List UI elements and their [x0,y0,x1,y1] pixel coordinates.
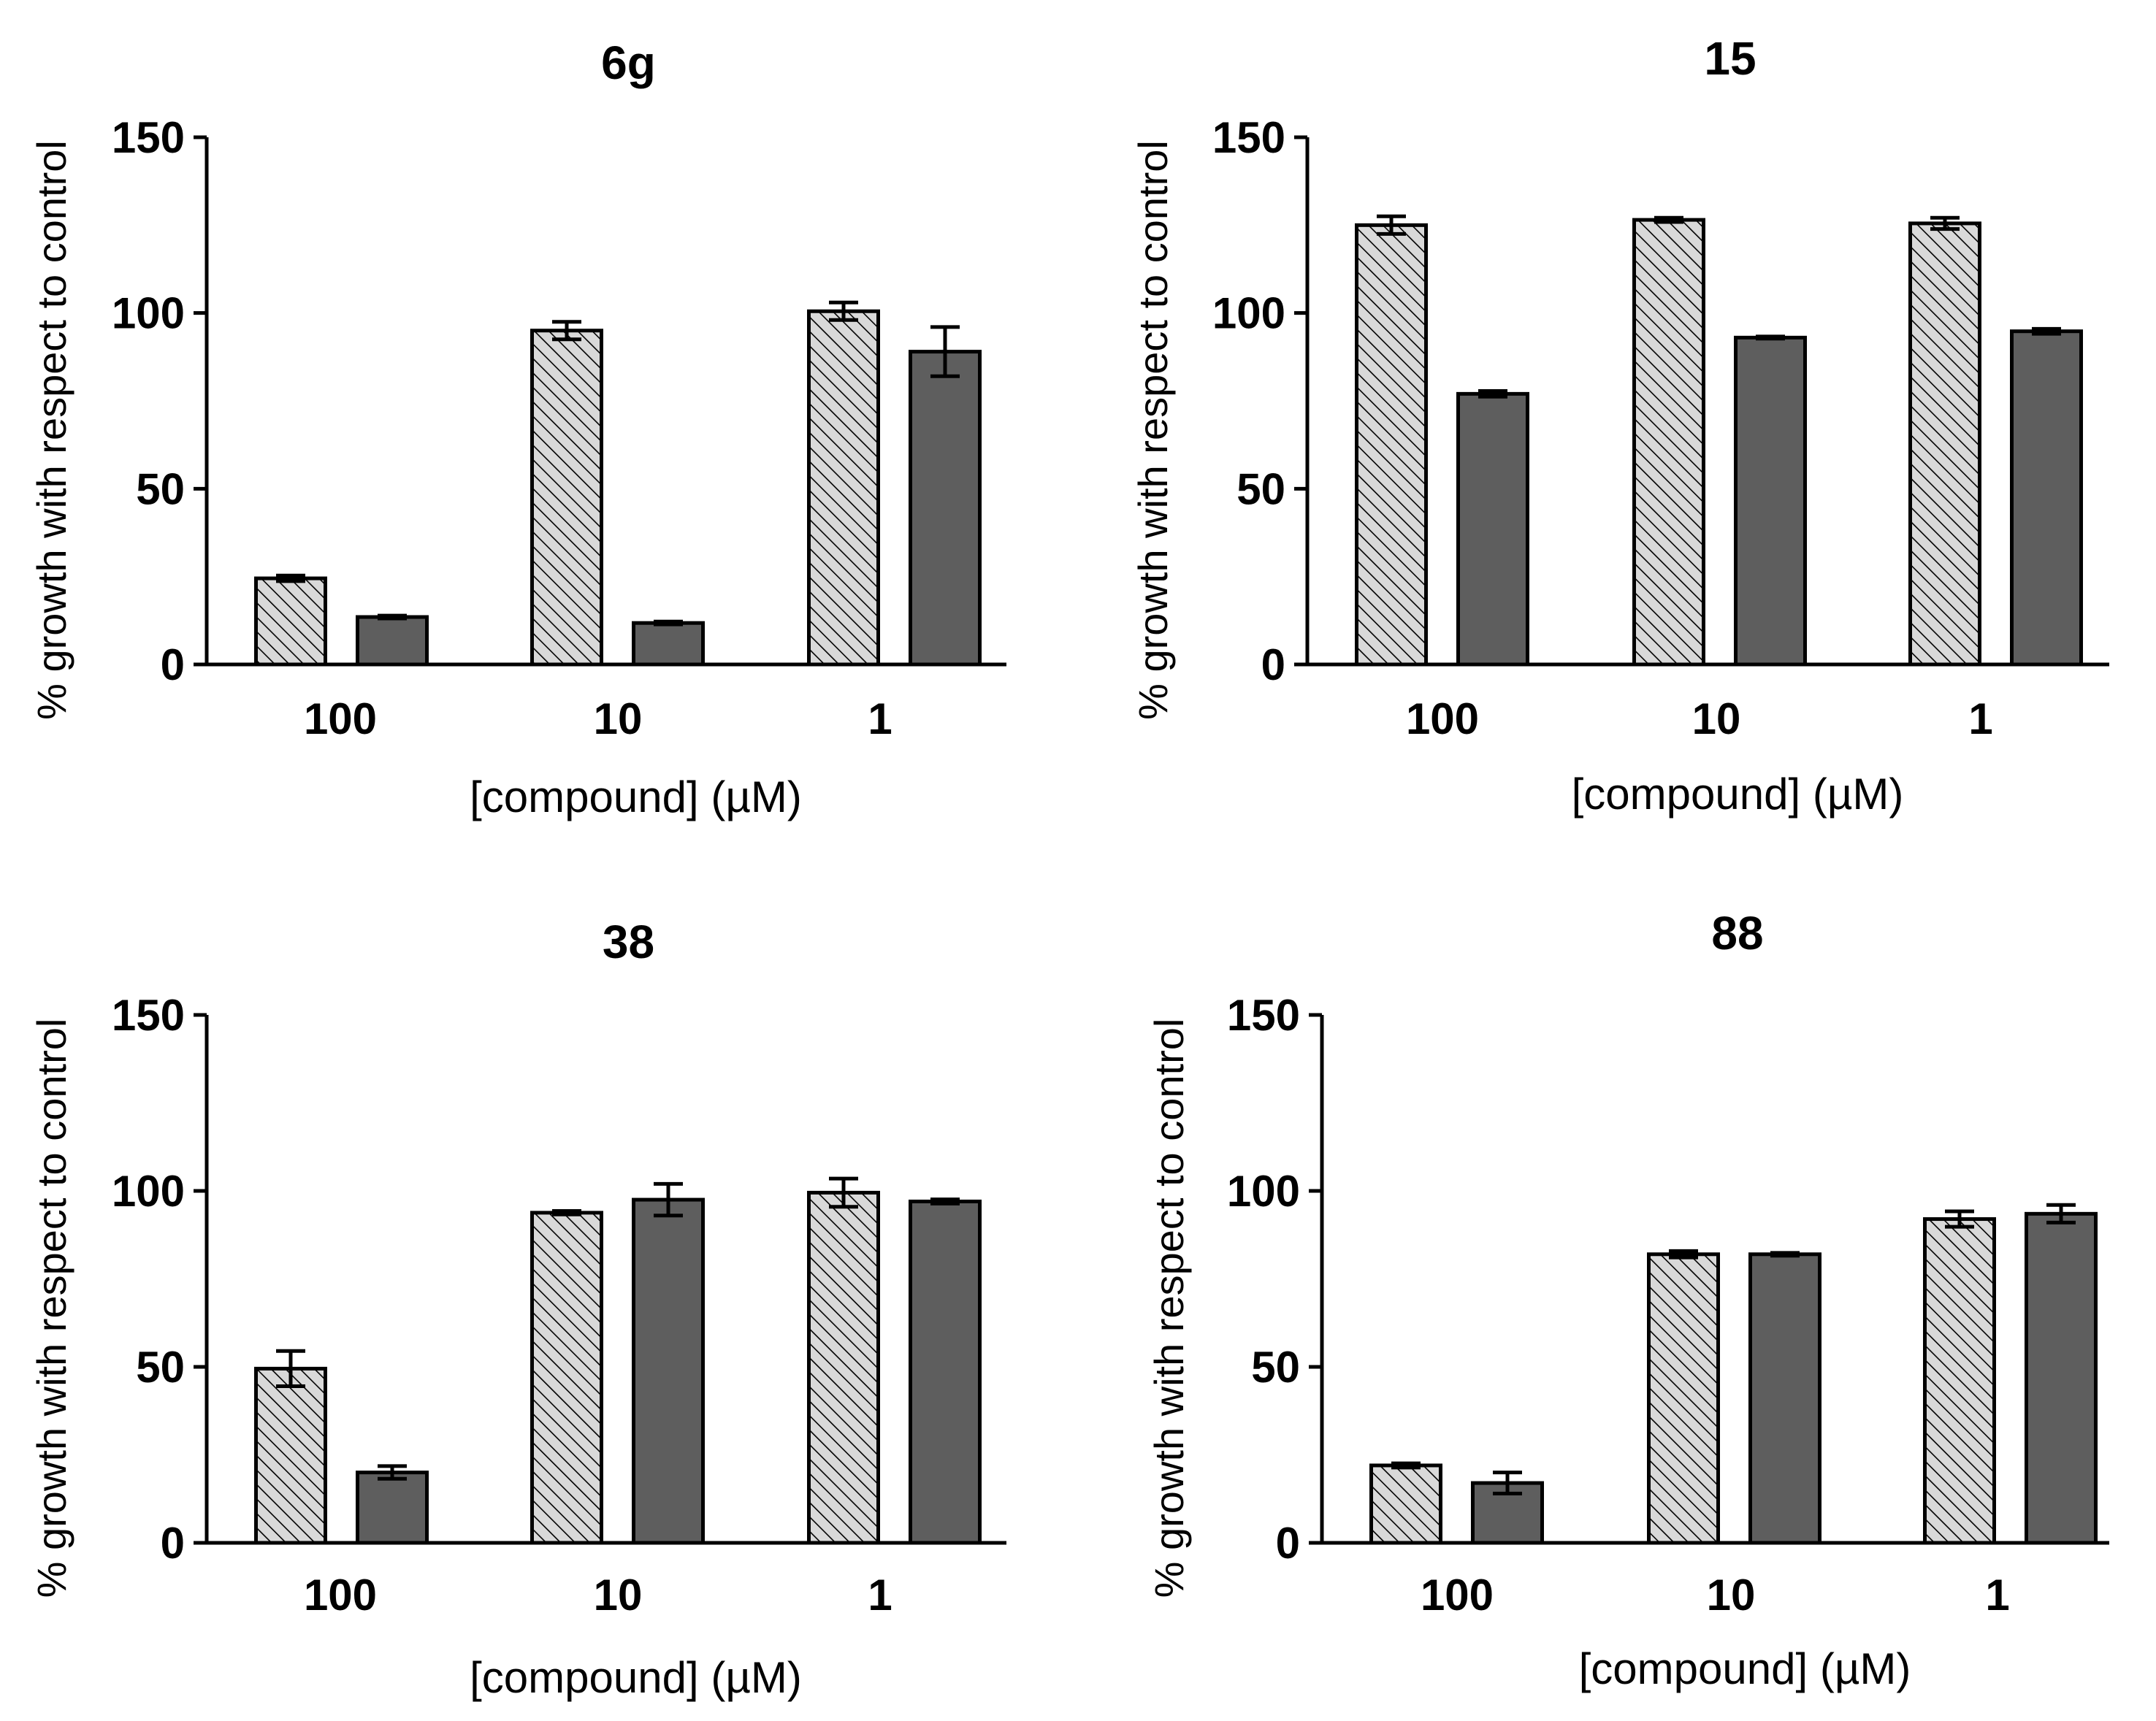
x-tick-label: 1 [1985,1571,2009,1620]
bar-hatched [1647,1252,1720,1545]
y-tick-label: 100 [1227,1167,1300,1216]
chart-title: 15 [1704,32,1756,85]
bar-hatched [530,329,603,667]
y-tick-label: 0 [1261,640,1285,689]
y-tick-label: 0 [161,1519,185,1568]
x-tick-label: 100 [1421,1571,1494,1620]
y-tick-label: 0 [161,640,185,689]
bar-hatched [807,309,880,667]
bar-solid [1734,335,1807,667]
chart-panel-3: 88 0 50 100 150 % growth with respect to cont… [1146,907,2109,1693]
bar-hatched [1923,1217,1996,1545]
bar-solid [632,1197,705,1545]
bar-solid [909,350,982,667]
x-tick-label: 10 [594,1571,643,1620]
y-tick-label: 50 [136,1343,185,1392]
y-tick-label: 100 [1212,289,1285,338]
y-tick-label: 50 [136,464,185,513]
y-tick-label: 150 [112,991,185,1040]
chart-title: 6g [601,37,656,89]
bar-solid [2010,329,2083,667]
x-axis-label: [compound] (µM) [1572,770,1904,819]
y-axis-label: % growth with respect to control [28,140,74,720]
bar-solid [356,1471,429,1545]
bar-solid [632,621,705,667]
bar-hatched [1908,221,1981,667]
bar-hatched [254,1366,327,1545]
x-axis-label: [compound] (µM) [1579,1644,1911,1693]
bar-hatched [1355,223,1428,667]
bar-hatched [807,1190,880,1545]
x-tick-label: 100 [1406,694,1479,743]
bar-hatched [254,576,327,667]
chart-title: 88 [1711,907,1763,959]
x-axis-label: [compound] (µM) [470,773,802,821]
bar-hatched [1632,218,1705,667]
chart-panel-2: 38 0 50 100 150 % growth with respect to cont… [28,916,1006,1702]
y-tick-label: 150 [1212,113,1285,162]
bar-solid [909,1199,982,1545]
x-tick-label: 100 [304,694,377,743]
bar-solid [1456,391,1529,667]
x-tick-label: 10 [594,694,643,743]
x-tick-label: 1 [1968,694,1992,743]
x-tick-label: 100 [304,1571,377,1620]
x-tick-label: 1 [868,694,892,743]
bar-solid [356,615,429,667]
y-tick-label: 100 [112,289,185,338]
x-tick-label: 10 [1692,694,1741,743]
bar-hatched [530,1211,603,1545]
y-axis-label: % growth with respect to control [28,1019,74,1598]
y-tick-label: 100 [112,1167,185,1216]
bar-solid [2025,1211,2098,1545]
bar-solid [1748,1252,1821,1545]
y-axis-label: % growth with respect to control [1146,1019,1192,1598]
y-tick-label: 150 [1227,991,1300,1040]
chart-title: 38 [603,916,654,968]
chart-panel-0: 6g 0 50 100 150 % growth with respect to cont… [28,37,1006,821]
y-tick-label: 50 [1251,1343,1300,1392]
y-axis-label: % growth with respect to control [1130,140,1176,720]
x-axis-label: [compound] (µM) [470,1653,802,1702]
y-tick-label: 50 [1236,464,1285,513]
y-tick-label: 150 [112,113,185,162]
x-tick-label: 1 [868,1571,892,1620]
bar-hatched [1369,1463,1442,1545]
x-tick-label: 10 [1707,1571,1756,1620]
y-tick-label: 0 [1276,1519,1300,1568]
